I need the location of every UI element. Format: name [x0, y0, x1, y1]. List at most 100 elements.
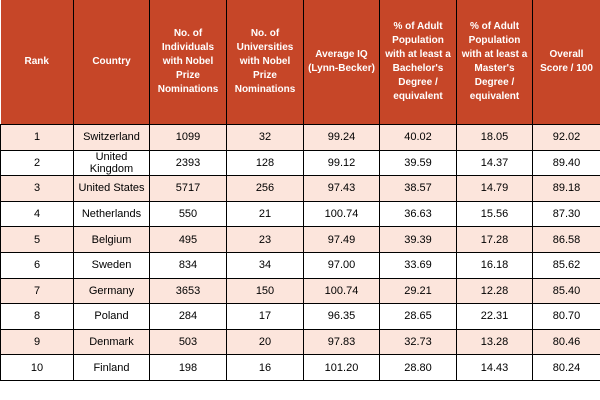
cell-overall-score: 87.30: [532, 200, 600, 228]
table-row: 1 Switzerland 1099 32 99.24 40.02 18.05 92.02: [0, 124, 600, 151]
cell-country: Belgium: [73, 226, 150, 253]
cell-bachelors-degree-pct: 39.59: [379, 149, 457, 177]
cell-average-iq: 101.20: [303, 354, 380, 381]
cell-masters-degree-pct: 22.31: [456, 303, 533, 330]
cell-average-iq: 97.83: [303, 328, 380, 356]
cell-individuals-nobel-nominations: 503: [149, 328, 227, 356]
cell-bachelors-degree-pct: 38.57: [379, 175, 457, 202]
table-row: 9 Denmark 503 20 97.83 32.73 13.28 80.46: [0, 328, 600, 356]
cell-masters-degree-pct: 14.79: [456, 175, 533, 202]
header-cell-individuals-nobel-nominations: No. of Individuals with Nobel Prize Nomi…: [149, 0, 227, 125]
cell-universities-nobel-nominations: 34: [226, 251, 304, 279]
cell-overall-score: 86.58: [532, 226, 600, 253]
cell-universities-nobel-nominations: 256: [226, 175, 304, 202]
cell-universities-nobel-nominations: 150: [226, 277, 304, 305]
cell-average-iq: 97.49: [303, 226, 380, 253]
cell-individuals-nobel-nominations: 2393: [149, 149, 227, 177]
cell-individuals-nobel-nominations: 5717: [149, 175, 227, 202]
cell-universities-nobel-nominations: 128: [226, 149, 304, 177]
header-cell-average-iq: Average IQ (Lynn-Becker): [303, 0, 380, 125]
cell-average-iq: 96.35: [303, 303, 380, 330]
cell-country: United States: [73, 175, 150, 202]
cell-average-iq: 100.74: [303, 277, 380, 305]
cell-country: Denmark: [73, 328, 150, 356]
country-ranking-table: Rank Country No. of Individuals with Nobel…: [0, 0, 600, 381]
cell-individuals-nobel-nominations: 550: [149, 200, 227, 228]
cell-average-iq: 97.00: [303, 251, 380, 279]
header-cell-rank: Rank: [0, 0, 74, 125]
header-cell-universities-nobel-nominations: No. of Universities with Nobel Prize Nom…: [226, 0, 304, 125]
table-header: Rank Country No. of Individuals with Nobel…: [0, 0, 600, 125]
cell-bachelors-degree-pct: 32.73: [379, 328, 457, 356]
table-row: 6 Sweden 834 34 97.00 33.69 16.18 85.62: [0, 251, 600, 279]
table-body: 1 Switzerland 1099 32 99.24 40.02 18.05 92.02 2 U…: [0, 124, 600, 381]
cell-masters-degree-pct: 14.43: [456, 354, 533, 381]
cell-bachelors-degree-pct: 40.02: [379, 124, 457, 151]
cell-masters-degree-pct: 17.28: [456, 226, 533, 253]
cell-rank: 8: [0, 303, 74, 330]
cell-average-iq: 100.74: [303, 200, 380, 228]
cell-overall-score: 85.40: [532, 277, 600, 305]
table-row: 2 United Kingdom 2393 128 99.12 39.59 14.37 89.…: [0, 149, 600, 177]
cell-overall-score: 80.70: [532, 303, 600, 330]
cell-rank: 7: [0, 277, 74, 305]
cell-overall-score: 89.18: [532, 175, 600, 202]
table-row: 8 Poland 284 17 96.35 28.65 22.31 80.70: [0, 303, 600, 330]
cell-overall-score: 89.40: [532, 149, 600, 177]
cell-average-iq: 97.43: [303, 175, 380, 202]
header-cell-masters-degree-pct: % of Adult Population with at least a Ma…: [456, 0, 533, 125]
cell-bachelors-degree-pct: 33.69: [379, 251, 457, 279]
cell-overall-score: 80.24: [532, 354, 600, 381]
cell-country: Switzerland: [73, 124, 150, 151]
cell-masters-degree-pct: 16.18: [456, 251, 533, 279]
cell-country: Poland: [73, 303, 150, 330]
header-row: Rank Country No. of Individuals with Nobel…: [0, 0, 600, 125]
table-row: 4 Netherlands 550 21 100.74 36.63 15.56 87.30: [0, 200, 600, 228]
cell-masters-degree-pct: 18.05: [456, 124, 533, 151]
table-row: 5 Belgium 495 23 97.49 39.39 17.28 86.58: [0, 226, 600, 253]
cell-country: United Kingdom: [73, 149, 150, 177]
cell-average-iq: 99.12: [303, 149, 380, 177]
cell-universities-nobel-nominations: 23: [226, 226, 304, 253]
cell-individuals-nobel-nominations: 284: [149, 303, 227, 330]
cell-universities-nobel-nominations: 21: [226, 200, 304, 228]
cell-universities-nobel-nominations: 16: [226, 354, 304, 381]
cell-country: Sweden: [73, 251, 150, 279]
cell-bachelors-degree-pct: 39.39: [379, 226, 457, 253]
cell-masters-degree-pct: 13.28: [456, 328, 533, 356]
cell-overall-score: 85.62: [532, 251, 600, 279]
cell-bachelors-degree-pct: 29.21: [379, 277, 457, 305]
cell-average-iq: 99.24: [303, 124, 380, 151]
cell-individuals-nobel-nominations: 834: [149, 251, 227, 279]
table-row: 10 Finland 198 16 101.20 28.80 14.43 80.24: [0, 354, 600, 381]
cell-rank: 1: [0, 124, 74, 151]
cell-rank: 6: [0, 251, 74, 279]
cell-overall-score: 80.46: [532, 328, 600, 356]
cell-country: Netherlands: [73, 200, 150, 228]
cell-rank: 4: [0, 200, 74, 228]
cell-masters-degree-pct: 12.28: [456, 277, 533, 305]
cell-masters-degree-pct: 14.37: [456, 149, 533, 177]
cell-individuals-nobel-nominations: 495: [149, 226, 227, 253]
cell-masters-degree-pct: 15.56: [456, 200, 533, 228]
cell-rank: 10: [0, 354, 74, 381]
header-cell-overall-score: Overall Score / 100: [532, 0, 600, 125]
table-row: 7 Germany 3653 150 100.74 29.21 12.28 85.40: [0, 277, 600, 305]
cell-rank: 3: [0, 175, 74, 202]
cell-rank: 2: [0, 149, 74, 177]
cell-country: Germany: [73, 277, 150, 305]
cell-individuals-nobel-nominations: 3653: [149, 277, 227, 305]
cell-rank: 9: [0, 328, 74, 356]
cell-country: Finland: [73, 354, 150, 381]
cell-individuals-nobel-nominations: 1099: [149, 124, 227, 151]
cell-universities-nobel-nominations: 17: [226, 303, 304, 330]
header-cell-bachelors-degree-pct: % of Adult Population with at least a Ba…: [379, 0, 457, 125]
cell-bachelors-degree-pct: 28.65: [379, 303, 457, 330]
cell-overall-score: 92.02: [532, 124, 600, 151]
table-row: 3 United States 5717 256 97.43 38.57 14.79 89.1…: [0, 175, 600, 202]
cell-bachelors-degree-pct: 36.63: [379, 200, 457, 228]
cell-bachelors-degree-pct: 28.80: [379, 354, 457, 381]
header-cell-country: Country: [73, 0, 150, 125]
cell-individuals-nobel-nominations: 198: [149, 354, 227, 381]
cell-universities-nobel-nominations: 32: [226, 124, 304, 151]
